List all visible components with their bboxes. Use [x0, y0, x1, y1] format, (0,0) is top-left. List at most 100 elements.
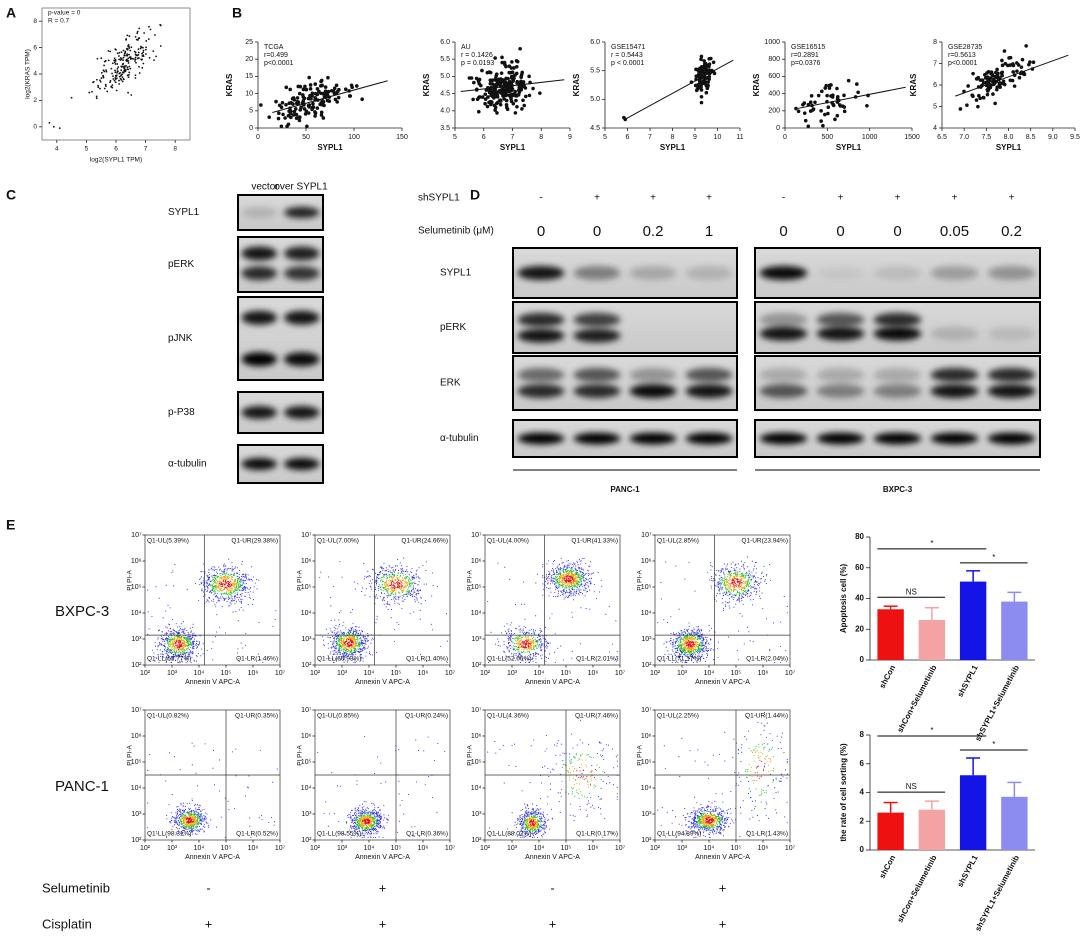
dot: [245, 576, 247, 578]
dot: [110, 85, 113, 88]
dot: [191, 633, 193, 635]
dot: [344, 637, 346, 639]
dot: [400, 587, 403, 589]
dot: [338, 639, 340, 641]
x-tick-label: 10⁶: [248, 670, 259, 677]
dot: [390, 567, 392, 569]
dot: [116, 67, 119, 70]
dot: [395, 581, 397, 583]
dot: [158, 629, 161, 631]
dot: [219, 568, 221, 570]
dot: [487, 100, 491, 105]
dot: [303, 112, 308, 116]
dot: [168, 640, 170, 642]
dot: [223, 593, 225, 595]
dot: [566, 571, 568, 573]
dot: [404, 579, 406, 581]
dot: [109, 81, 111, 84]
dot: [226, 588, 228, 591]
dot: [339, 639, 341, 641]
dot: [142, 62, 145, 65]
dot: [176, 633, 178, 635]
quadrant-label: Q1-UL(5.39%): [147, 538, 189, 545]
dot: [215, 606, 217, 608]
dot: [125, 54, 128, 57]
dot: [538, 91, 542, 95]
dot: [213, 593, 215, 596]
dot: [126, 48, 129, 51]
dot: [415, 593, 418, 595]
dot: [340, 635, 342, 638]
dot: [333, 626, 335, 628]
dot: [385, 582, 387, 584]
dot-cloud: [794, 78, 870, 129]
dot: [369, 580, 371, 582]
dot: [179, 649, 181, 651]
dot: [567, 596, 569, 598]
dot: [118, 51, 121, 54]
dot: [329, 653, 331, 655]
dot: [155, 55, 157, 58]
dot: [522, 651, 524, 654]
dot: [306, 111, 311, 115]
dot: [190, 637, 192, 639]
dot: [375, 594, 378, 596]
dot: [216, 614, 218, 616]
dot: [242, 579, 244, 581]
dot: [214, 636, 217, 638]
dot: [552, 569, 554, 571]
y-tick-label: 10: [245, 90, 253, 97]
dot: [214, 575, 216, 577]
dot: [571, 588, 573, 590]
dot: [169, 648, 171, 650]
dot: [116, 52, 119, 55]
dot: [408, 581, 410, 583]
dot: [566, 564, 568, 566]
dot: [301, 87, 306, 92]
x-tick-label: 5: [453, 134, 457, 141]
dot: [806, 102, 811, 107]
dot: [136, 30, 139, 33]
band: [987, 326, 1036, 341]
dot: [510, 60, 514, 64]
dot: [161, 631, 163, 633]
dot: [502, 97, 506, 101]
dot: [171, 651, 173, 653]
dot: [498, 99, 503, 103]
dot: [408, 582, 410, 584]
dot: [178, 635, 180, 637]
dot: [480, 95, 485, 99]
dot: [237, 576, 239, 578]
dot: [581, 567, 583, 569]
dot: [513, 89, 517, 94]
dot: [835, 113, 840, 118]
dot: [471, 97, 475, 102]
plot-annotation: p < 0.0001: [611, 60, 644, 67]
dot: [242, 581, 244, 583]
dot: [209, 592, 211, 594]
dot: [52, 125, 55, 128]
dot: [977, 93, 981, 98]
dot: [186, 643, 188, 645]
row-label: BXPC-3: [55, 603, 109, 620]
dot: [577, 582, 579, 584]
dot: [166, 653, 168, 655]
dot: [712, 71, 717, 76]
dot: [111, 72, 113, 75]
dot: [192, 650, 194, 653]
dot: [401, 591, 403, 594]
dot: [560, 575, 562, 577]
dot: [118, 55, 120, 57]
dot: [361, 643, 363, 645]
dot: [548, 570, 550, 572]
row-label: pERK: [440, 322, 466, 333]
dot: [572, 570, 574, 573]
dot: [242, 589, 244, 591]
dot: [238, 582, 240, 584]
dot: [578, 589, 580, 591]
dot: [127, 76, 130, 79]
dot: [432, 584, 434, 586]
dot: [540, 639, 542, 641]
dot: [357, 648, 359, 650]
dot: [526, 651, 528, 653]
